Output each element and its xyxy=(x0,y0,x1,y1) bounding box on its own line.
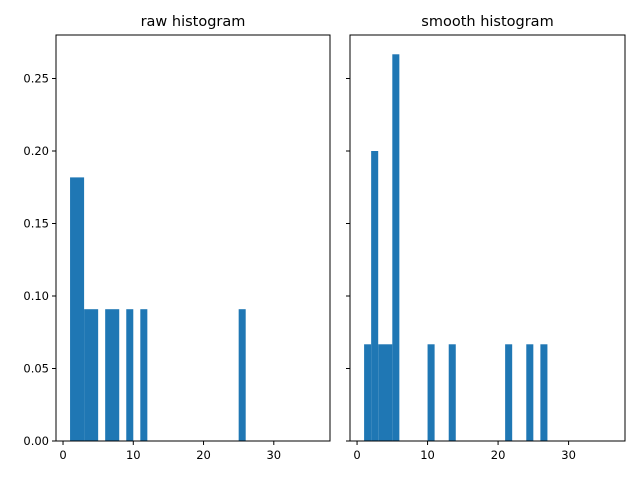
x-tick-label: 20 xyxy=(491,448,506,462)
chart-title: smooth histogram xyxy=(421,14,553,30)
chart-title: raw histogram xyxy=(141,14,246,30)
histogram-bar xyxy=(105,309,120,441)
histogram-bar xyxy=(364,344,372,441)
histogram-bar xyxy=(392,54,400,441)
histogram-bar xyxy=(505,344,513,441)
x-tick-label: 30 xyxy=(561,448,576,462)
axes-frame xyxy=(55,34,331,442)
histogram-bar xyxy=(84,309,99,441)
x-tick-label: 0 xyxy=(353,448,360,462)
histogram-bar xyxy=(238,309,246,441)
histogram-bar xyxy=(378,344,393,441)
chart-panel-2: 0 10 20 30 smooth histogram xyxy=(346,14,626,462)
histogram-bar xyxy=(427,344,435,441)
y-tick-label: 0.25 xyxy=(23,72,49,86)
y-tick-label: 0.10 xyxy=(23,289,49,303)
x-tick-label: 30 xyxy=(266,448,281,462)
y-tick-label: 0.00 xyxy=(23,434,49,448)
histogram-bar xyxy=(140,309,148,441)
x-tick-label: 10 xyxy=(420,448,435,462)
histogram-bar xyxy=(448,344,456,441)
histogram-bar xyxy=(526,344,534,441)
y-tick-label: 0.15 xyxy=(23,217,49,231)
axes-frame xyxy=(349,34,626,442)
y-tick-label: 0.20 xyxy=(23,144,49,158)
histogram-bar xyxy=(70,177,85,441)
x-tick-label: 20 xyxy=(196,448,211,462)
histogram-bar xyxy=(540,344,548,441)
x-tick-label: 0 xyxy=(59,448,66,462)
y-tick-label: 0.05 xyxy=(23,362,49,376)
chart-panel-1: 0 10 20 30 0.00 0.05 0.10 0.15 0.20 0.25 raw histo… xyxy=(23,14,331,462)
x-tick-label: 10 xyxy=(126,448,141,462)
histogram-bar xyxy=(126,309,134,441)
histogram-bar xyxy=(371,151,379,441)
